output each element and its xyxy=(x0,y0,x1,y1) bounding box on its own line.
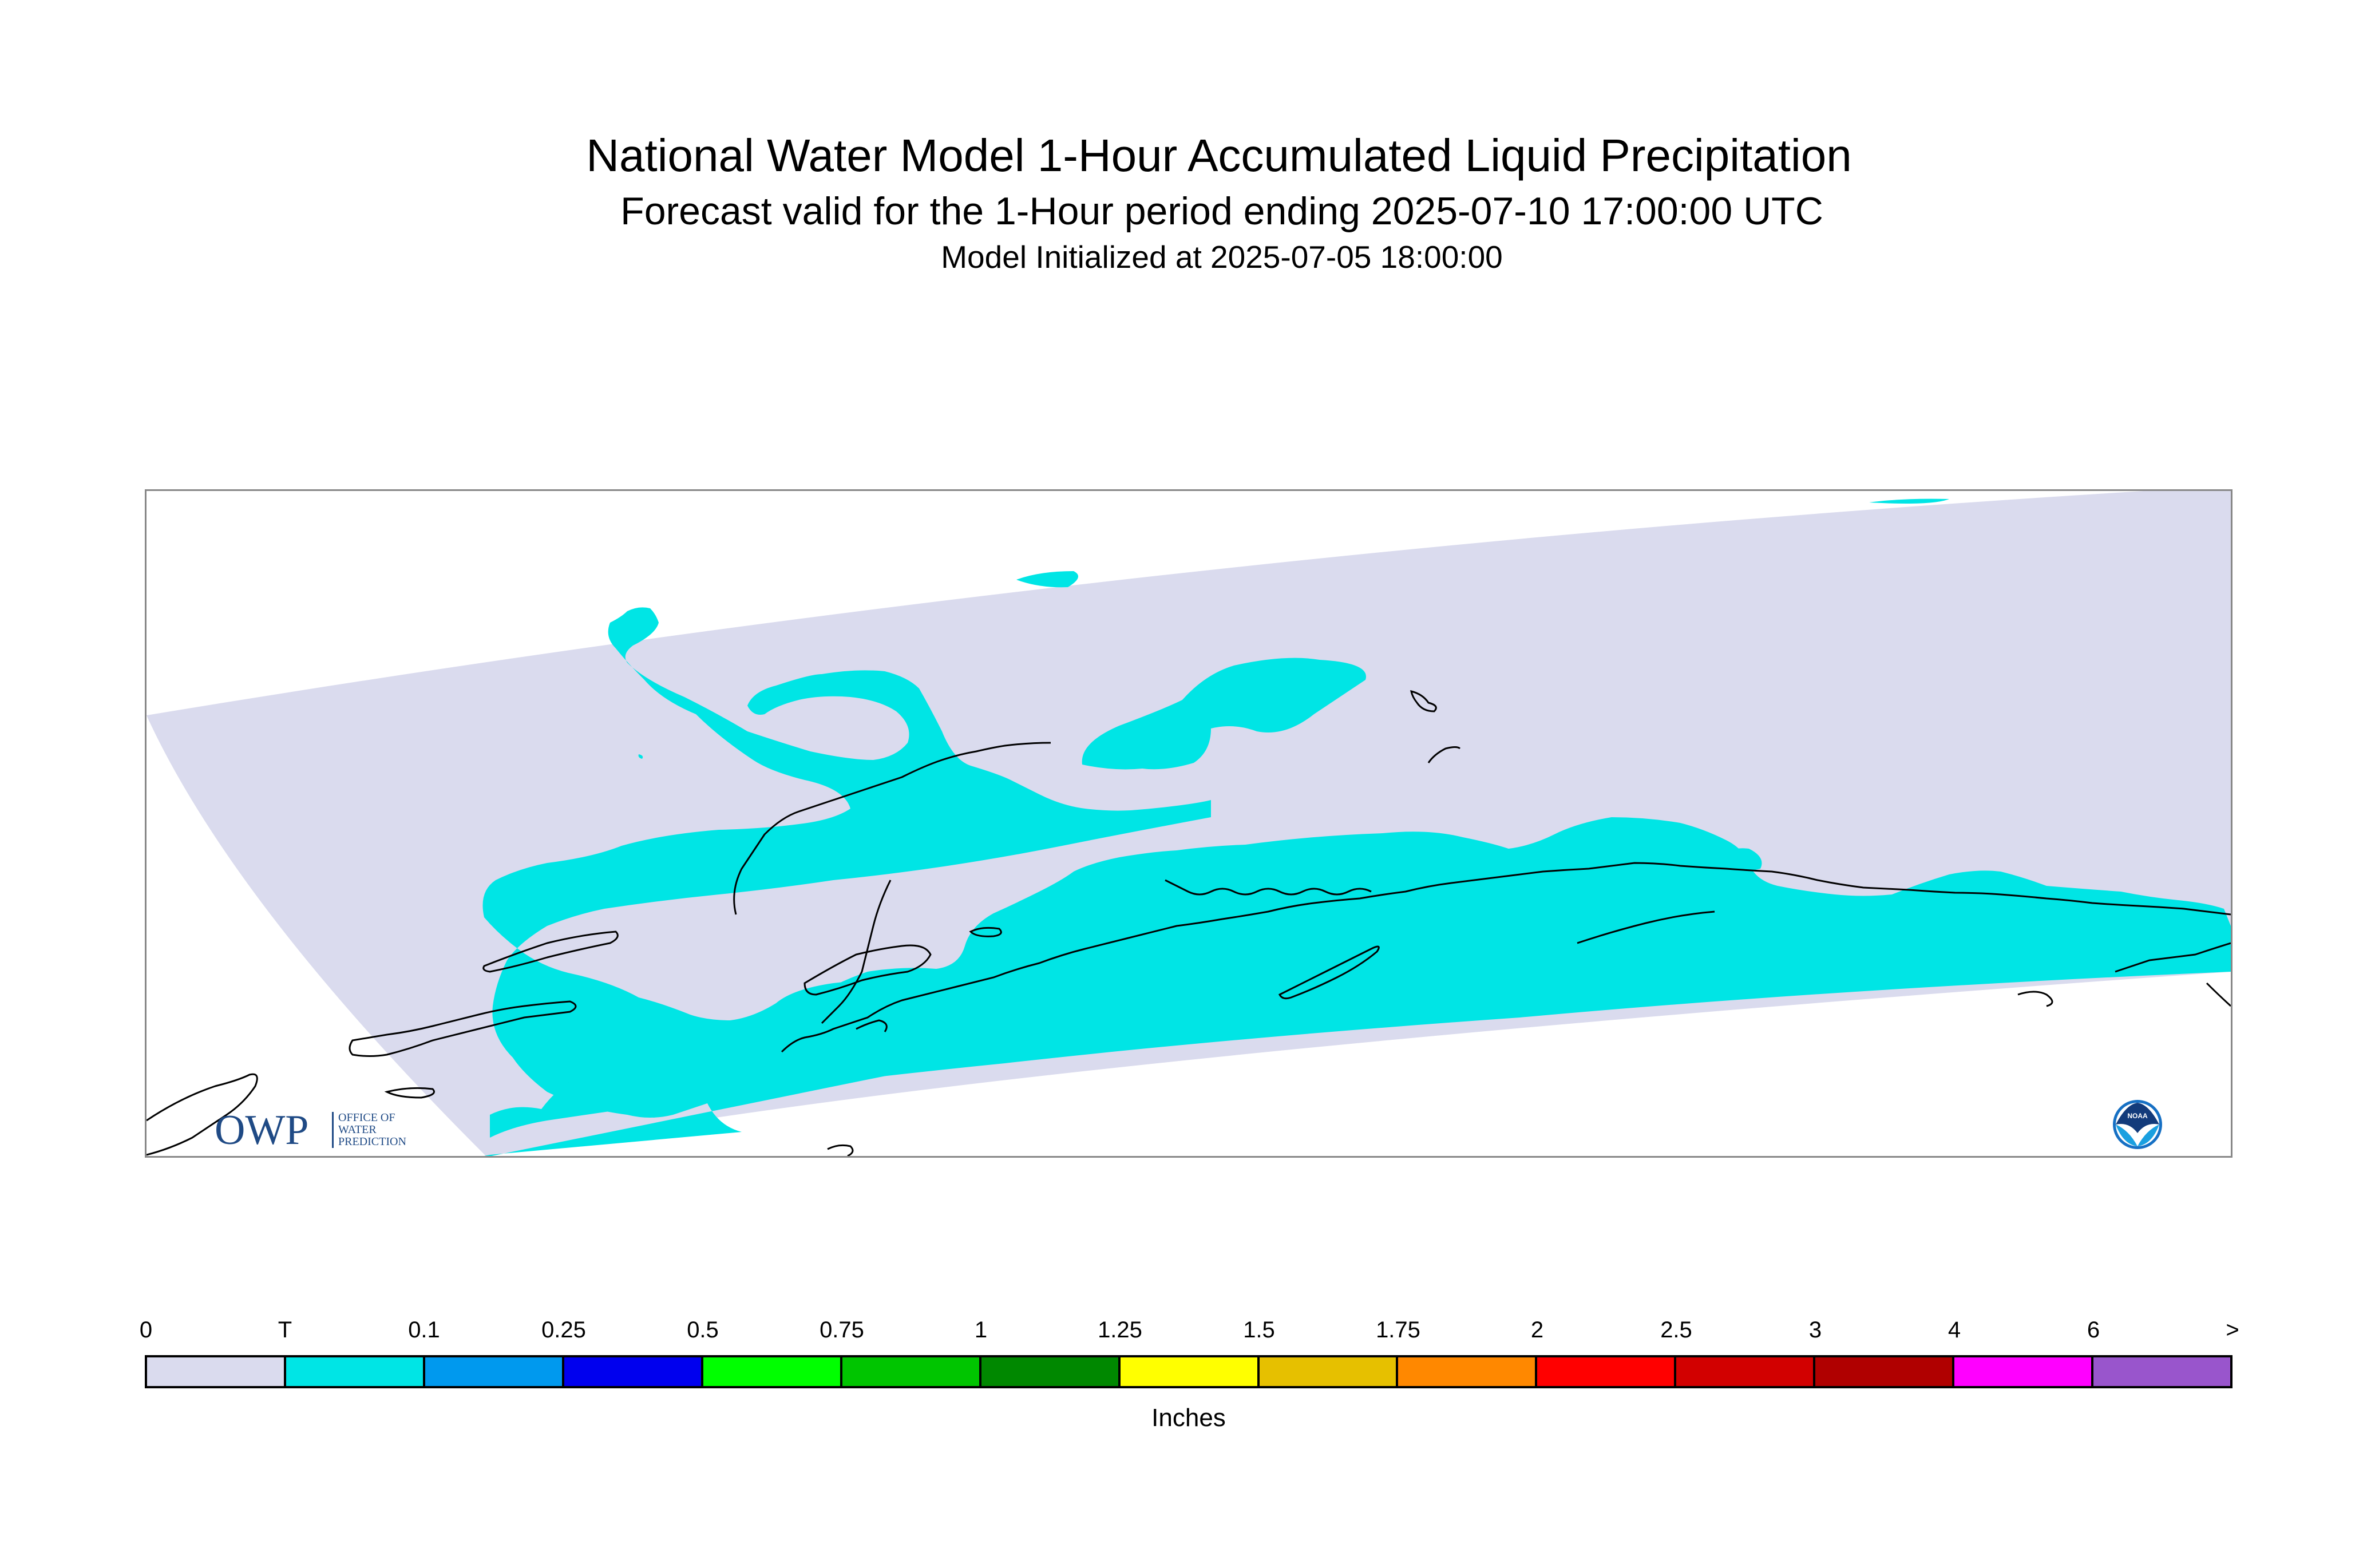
noaa-seal-icon: NOAA xyxy=(2112,1099,2163,1150)
precip-region-main xyxy=(490,817,2231,1138)
precip-region-southwest xyxy=(482,607,1211,1156)
noaa-seal-text: NOAA xyxy=(2127,1112,2148,1120)
legend-label: 1.25 xyxy=(1098,1317,1142,1343)
legend-label: 0.1 xyxy=(408,1317,440,1343)
owp-logo: OWP OFFICE OF WATER PREDICTION xyxy=(215,1107,432,1153)
coastline-archipelago xyxy=(1165,879,1372,896)
island-north-1 xyxy=(1410,690,1437,712)
legend-label: 0 xyxy=(139,1317,153,1343)
colorbar-swatch xyxy=(425,1357,564,1386)
precip-region-north-top xyxy=(1869,498,1949,504)
map-panel xyxy=(145,489,2232,1158)
colorbar-swatch xyxy=(286,1357,425,1386)
coastline-main xyxy=(781,862,2231,1053)
colorbar-swatch xyxy=(703,1357,842,1386)
model-init-line: Model Initialized at 2025-07-05 18:00:00 xyxy=(941,239,1503,275)
colorbar-swatch xyxy=(1398,1357,1538,1386)
coastline-west-peninsula xyxy=(733,742,1051,915)
trace-precip-regions xyxy=(482,498,2231,1156)
island-southwest xyxy=(384,1087,435,1099)
island-north-2 xyxy=(1427,746,1461,763)
colorbar-swatch xyxy=(564,1357,703,1386)
legend-label: 1 xyxy=(974,1317,988,1343)
owp-caption-line-2: WATER xyxy=(338,1123,377,1136)
colorbar-swatch xyxy=(1676,1357,1816,1386)
coastline-bay xyxy=(803,944,932,996)
coastline-southern-tip xyxy=(856,1019,888,1032)
coastline-island-chain xyxy=(1278,945,1380,1000)
legend-label: 2.5 xyxy=(1660,1317,1692,1343)
coastlines xyxy=(147,690,2231,1156)
model-domain-area xyxy=(147,491,2231,1156)
forecast-valid-subtitle: Forecast valid for the 1-Hour period end… xyxy=(620,189,1823,233)
border-line xyxy=(821,880,892,1024)
coastline-east-small xyxy=(2206,982,2231,1007)
colorbar-swatch xyxy=(1120,1357,1260,1386)
precip-region-north-dot xyxy=(638,754,643,759)
legend-units: Inches xyxy=(1151,1404,1226,1432)
coastline-southern-islands xyxy=(827,1144,854,1156)
coastline-southwest xyxy=(147,1073,258,1156)
precip-region-north-blob xyxy=(1082,658,1366,770)
legend-label: 1.5 xyxy=(1243,1317,1275,1343)
colorbar-swatch xyxy=(1954,1357,2094,1386)
legend-label: 3 xyxy=(1808,1317,1822,1343)
legend-label: 0.5 xyxy=(687,1317,719,1343)
colorbar-swatch xyxy=(981,1357,1121,1386)
colorbar-swatch xyxy=(147,1357,286,1386)
colorbar-swatch xyxy=(842,1357,981,1386)
legend-label: 4 xyxy=(1948,1317,1961,1343)
precip-region-north-small xyxy=(1016,571,1078,588)
colorbar-swatch xyxy=(1537,1357,1677,1386)
coastline-east xyxy=(2115,942,2231,973)
coastline-small-island xyxy=(969,926,1002,937)
coastline-east-2 xyxy=(1577,910,1715,944)
coastline-west-spit xyxy=(482,930,619,973)
owp-logo-letters: OWP xyxy=(215,1107,309,1154)
coastline-west-lower xyxy=(349,1000,577,1057)
precipitation-map xyxy=(147,491,2231,1156)
colorbar-swatch xyxy=(1815,1357,1955,1386)
coastline-right-lower xyxy=(2017,991,2053,1007)
legend-label: 0.25 xyxy=(541,1317,586,1343)
owp-logo-caption: OFFICE OF WATER PREDICTION xyxy=(332,1112,406,1148)
owp-caption-line-1: OFFICE OF xyxy=(338,1111,395,1124)
legend-colorbar xyxy=(145,1355,2232,1388)
legend-label: 6 xyxy=(2087,1317,2100,1343)
owp-caption-line-3: PREDICTION xyxy=(338,1135,406,1148)
colorbar-swatch xyxy=(1259,1357,1399,1386)
legend-label: 0.75 xyxy=(820,1317,864,1343)
map-title: National Water Model 1-Hour Accumulated … xyxy=(586,130,1852,181)
legend-label: 1.75 xyxy=(1376,1317,1420,1343)
legend-label: T xyxy=(278,1317,292,1343)
legend-label: > xyxy=(2226,1317,2239,1343)
colorbar-swatch xyxy=(2093,1357,2231,1386)
legend-label: 2 xyxy=(1530,1317,1544,1343)
